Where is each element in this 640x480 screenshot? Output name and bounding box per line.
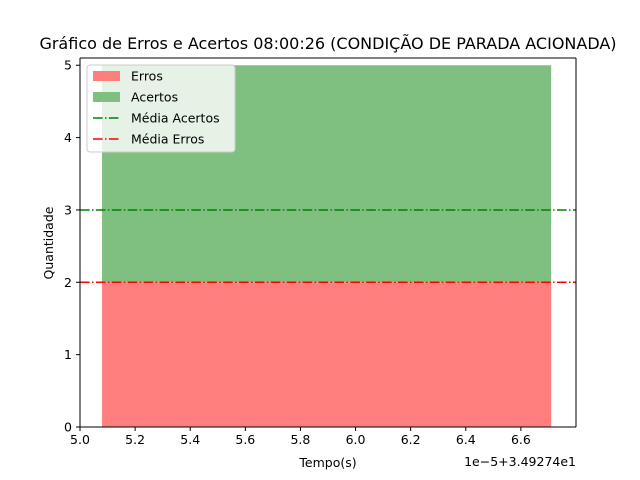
- legend-label-media-acertos: Média Acertos: [131, 111, 220, 126]
- x-axis-label: Tempo(s): [298, 455, 356, 470]
- x-tick-label: 5.2: [125, 432, 145, 447]
- x-tick-label: 5.4: [180, 432, 200, 447]
- x-tick-label: 5.8: [290, 432, 310, 447]
- y-tick-label: 1: [64, 347, 72, 362]
- axes: 5.0 5.2 5.4 5.6 5.8 6.0 6.2 6.4 6.6 0 1 2 3 4 5: [64, 57, 577, 447]
- chart-title: Gráfico de Erros e Acertos 08:00:26 (CON…: [39, 34, 616, 53]
- y-tick-label: 2: [64, 275, 72, 290]
- x-tick-label: 6.0: [346, 432, 366, 447]
- legend-label-erros: Erros: [131, 69, 163, 84]
- y-tick-label: 4: [64, 130, 72, 145]
- y-axis-label: Quantidade: [41, 206, 56, 279]
- x-tick-label: 6.4: [456, 432, 476, 447]
- y-tick-label: 0: [64, 420, 72, 435]
- x-tick-label: 5.0: [70, 432, 90, 447]
- legend-label-acertos: Acertos: [131, 90, 178, 105]
- legend-box: [86, 64, 236, 153]
- x-axis-offset-label: 1e−5+3.49274e1: [464, 454, 576, 469]
- y-tick-label: 3: [64, 202, 72, 217]
- x-tick-label: 5.6: [235, 432, 255, 447]
- legend: Erros Acertos Média Acertos Média Erros: [86, 64, 236, 153]
- x-tick-label: 6.6: [511, 432, 531, 447]
- legend-swatch-erros: [93, 71, 120, 81]
- area-erros: [102, 282, 552, 427]
- y-tick-label: 5: [64, 58, 72, 73]
- x-tick-label: 6.2: [401, 432, 421, 447]
- legend-label-media-erros: Média Erros: [131, 132, 204, 147]
- legend-swatch-acertos: [93, 92, 120, 102]
